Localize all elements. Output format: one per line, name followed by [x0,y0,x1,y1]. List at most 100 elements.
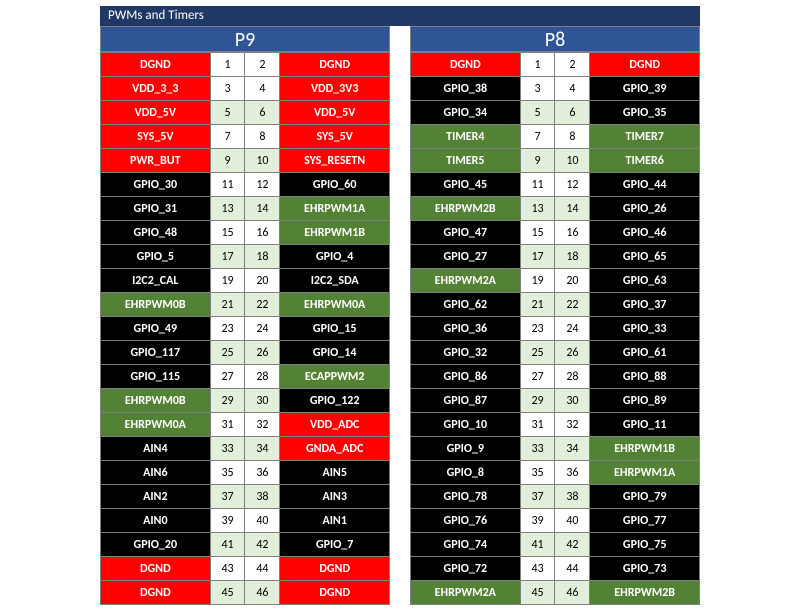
pin-number-left: 17 [520,245,555,269]
pin-row: DGND4344DGND [101,557,390,581]
pin-label-right: DGND [280,581,390,605]
pin-number-left: 11 [210,173,245,197]
pin-row: AIN63536AIN5 [101,461,390,485]
pin-row: GPIO_1172526GPIO_14 [101,341,390,365]
pin-number-right: 10 [245,149,280,173]
pin-label-left: EHRPWM2B [411,197,521,221]
pin-row: GPIO_51718GPIO_4 [101,245,390,269]
pin-number-right: 34 [245,437,280,461]
pin-label-right: GPIO_46 [590,221,700,245]
pin-row: EHRPWM0B2930GPIO_122 [101,389,390,413]
pin-label-left: AIN4 [101,437,211,461]
pin-label-left: GPIO_8 [411,461,521,485]
pin-label-right: GPIO_33 [590,317,700,341]
pin-row: GPIO_93334EHRPWM1B [411,437,700,461]
pin-row: EHRPWM2A4546EHRPWM2B [411,581,700,605]
pin-label-left: GPIO_36 [411,317,521,341]
pin-number-right: 36 [245,461,280,485]
pin-number-right: 40 [555,509,590,533]
pin-label-left: GPIO_30 [101,173,211,197]
pin-label-right: EHRPWM1B [590,437,700,461]
pin-label-left: EHRPWM0B [101,389,211,413]
pin-label-left: GPIO_47 [411,221,521,245]
pin-number-left: 9 [210,149,245,173]
pin-label-left: SYS_5V [101,125,211,149]
pin-row: GPIO_783738GPIO_79 [411,485,700,509]
pin-label-right: EHRPWM0A [280,293,390,317]
pin-row: EHRPWM0A3132VDD_ADC [101,413,390,437]
pin-label-left: GPIO_76 [411,509,521,533]
pin-number-right: 44 [555,557,590,581]
pin-label-left: I2C2_CAL [101,269,211,293]
pin-label-left: GPIO_27 [411,245,521,269]
pin-number-right: 46 [245,581,280,605]
pin-row: GPIO_271718GPIO_65 [411,245,700,269]
pin-number-right: 44 [245,557,280,581]
pin-label-right: VDD_5V [280,101,390,125]
pin-number-left: 35 [520,461,555,485]
pin-number-right: 6 [245,101,280,125]
pin-label-right: GPIO_14 [280,341,390,365]
pin-row: GPIO_492324GPIO_15 [101,317,390,341]
pin-number-left: 43 [520,557,555,581]
pin-label-right: GPIO_65 [590,245,700,269]
pin-label-right: GPIO_79 [590,485,700,509]
pin-row: GPIO_622122GPIO_37 [411,293,700,317]
header-row: P9 P8 [100,26,700,52]
pin-label-right: AIN3 [280,485,390,509]
pin-number-right: 30 [245,389,280,413]
pin-row: DGND12DGND [411,53,700,77]
pin-label-left: DGND [101,557,211,581]
page-title: PWMs and Timers [100,6,700,26]
pin-label-left: GPIO_72 [411,557,521,581]
pin-label-right: GPIO_88 [590,365,700,389]
pin-number-right: 24 [555,317,590,341]
pin-number-right: 14 [555,197,590,221]
pin-label-right: GPIO_75 [590,533,700,557]
pin-label-right: DGND [590,53,700,77]
pin-number-right: 20 [555,269,590,293]
pin-row: EHRPWM0B2122EHRPWM0A [101,293,390,317]
pin-row: GPIO_744142GPIO_75 [411,533,700,557]
pin-label-left: VDD_3_3 [101,77,211,101]
pin-number-right: 38 [555,485,590,509]
pin-number-left: 5 [520,101,555,125]
pin-number-right: 8 [245,125,280,149]
pin-number-right: 34 [555,437,590,461]
pin-row: GPIO_362324GPIO_33 [411,317,700,341]
pin-label-right: VDD_3V3 [280,77,390,101]
pin-row: GPIO_724344GPIO_73 [411,557,700,581]
pin-label-right: GPIO_15 [280,317,390,341]
pin-label-right: AIN1 [280,509,390,533]
pin-number-right: 40 [245,509,280,533]
pin-row: DGND12DGND [101,53,390,77]
pin-number-right: 2 [555,53,590,77]
pin-number-left: 3 [520,77,555,101]
pin-number-left: 15 [520,221,555,245]
pin-label-right: GPIO_77 [590,509,700,533]
pin-row: GPIO_1152728ECAPPWM2 [101,365,390,389]
pin-label-right: GPIO_122 [280,389,390,413]
pin-label-left: PWR_BUT [101,149,211,173]
pin-label-right: GPIO_37 [590,293,700,317]
pin-number-left: 3 [210,77,245,101]
pin-row: AIN43334GNDA_ADC [101,437,390,461]
pin-number-right: 42 [245,533,280,557]
pin-label-right: DGND [280,53,390,77]
pin-row: GPIO_763940GPIO_77 [411,509,700,533]
pin-number-left: 11 [520,173,555,197]
pin-label-left: GPIO_34 [411,101,521,125]
pin-number-left: 13 [520,197,555,221]
pinout-p9: DGND12DGNDVDD_3_334VDD_3V3VDD_5V56VDD_5V… [100,52,390,605]
pin-number-right: 18 [245,245,280,269]
header-p8: P8 [410,26,700,52]
pin-label-right: ECAPPWM2 [280,365,390,389]
pin-number-left: 37 [210,485,245,509]
pin-number-left: 19 [210,269,245,293]
pin-row: GPIO_322526GPIO_61 [411,341,700,365]
pin-number-left: 45 [210,581,245,605]
pin-number-left: 43 [210,557,245,581]
pin-label-right: GPIO_63 [590,269,700,293]
pin-label-left: GPIO_9 [411,437,521,461]
pin-label-left: EHRPWM2A [411,581,521,605]
